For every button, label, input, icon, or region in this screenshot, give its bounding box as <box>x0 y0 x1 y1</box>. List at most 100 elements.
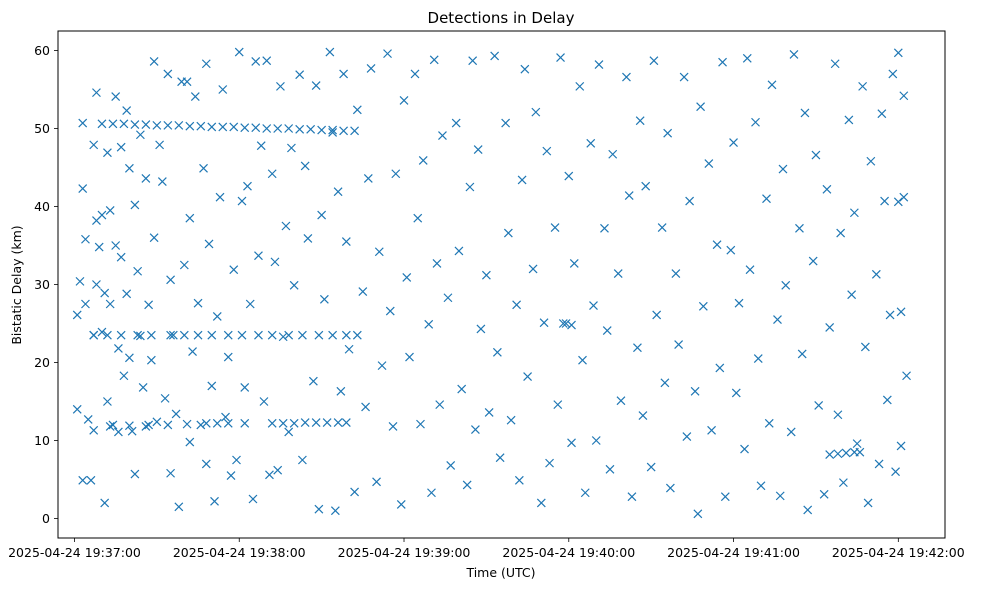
x-tick-label: 2025-04-24 19:37:00 <box>8 545 141 560</box>
data-point <box>427 488 436 498</box>
data-point <box>396 500 406 509</box>
data-point <box>443 293 453 303</box>
data-point <box>254 330 263 340</box>
data-point <box>751 117 760 127</box>
data-point <box>78 475 88 485</box>
data-point <box>116 252 126 262</box>
data-point <box>825 450 835 459</box>
data-point <box>281 221 291 231</box>
data-point <box>503 228 513 238</box>
data-point <box>207 381 217 391</box>
data-point <box>410 69 420 79</box>
data-point <box>704 159 714 169</box>
data-point <box>160 393 170 403</box>
data-point <box>561 319 571 328</box>
data-point <box>119 371 129 381</box>
data-point <box>517 175 527 185</box>
data-point <box>262 56 272 66</box>
data-point <box>372 477 381 487</box>
data-point <box>163 120 173 130</box>
data-point <box>174 120 184 130</box>
data-point <box>874 459 884 469</box>
data-point <box>130 200 140 210</box>
data-point <box>539 318 549 328</box>
data-point <box>352 105 362 115</box>
data-point <box>476 324 486 334</box>
data-point <box>179 330 189 340</box>
data-point <box>833 410 843 420</box>
data-point <box>468 56 478 66</box>
data-point <box>641 181 651 191</box>
data-point <box>237 330 247 340</box>
data-point <box>248 494 258 504</box>
data-point <box>325 47 335 57</box>
data-point <box>141 422 151 431</box>
data-point <box>622 72 631 82</box>
data-point <box>740 444 749 454</box>
x-tick-label: 2025-04-24 19:42:00 <box>832 545 965 560</box>
data-point <box>773 315 782 325</box>
data-point <box>89 140 99 150</box>
data-point <box>141 120 151 130</box>
data-point <box>229 122 239 132</box>
data-point <box>660 378 670 388</box>
data-point <box>196 121 206 131</box>
data-point <box>838 478 848 488</box>
data-point <box>212 312 222 321</box>
data-point <box>470 425 480 435</box>
data-point <box>512 300 522 310</box>
data-point <box>193 298 203 308</box>
data-point <box>127 426 137 436</box>
data-point <box>94 242 104 252</box>
data-point <box>608 149 618 159</box>
data-point <box>531 107 541 117</box>
data-point <box>218 85 228 94</box>
data-point <box>251 123 261 133</box>
data-point <box>201 59 211 69</box>
data-point <box>413 213 423 223</box>
data-point <box>103 330 112 340</box>
data-point <box>135 331 145 341</box>
data-point <box>616 396 626 406</box>
x-axis-label: Time (UTC) <box>465 565 535 580</box>
data-point <box>789 49 799 59</box>
data-point <box>333 187 343 197</box>
data-point <box>693 509 703 519</box>
data-point <box>545 458 554 468</box>
data-point <box>855 447 865 457</box>
data-point <box>350 126 360 136</box>
data-point <box>111 92 121 101</box>
data-point <box>245 299 255 309</box>
data-point <box>594 60 604 69</box>
data-point <box>899 192 909 202</box>
data-point <box>218 122 228 132</box>
data-point <box>210 496 219 506</box>
data-point <box>196 420 206 430</box>
data-point <box>652 310 662 320</box>
data-point <box>317 210 327 220</box>
data-point <box>896 441 906 451</box>
data-point <box>212 418 222 428</box>
data-point <box>550 223 560 232</box>
data-point <box>602 326 612 335</box>
data-point <box>105 299 115 309</box>
y-tick-label: 10 <box>34 433 50 448</box>
data-point <box>179 260 189 270</box>
data-point <box>451 118 461 128</box>
data-point <box>567 438 576 448</box>
data-point <box>130 120 140 130</box>
data-point <box>262 124 272 133</box>
data-point <box>289 418 299 428</box>
data-point <box>501 118 511 128</box>
data-point <box>135 130 145 140</box>
data-point <box>234 47 244 57</box>
data-point <box>207 122 217 132</box>
data-point <box>366 64 376 73</box>
data-point <box>405 352 414 362</box>
data-point <box>803 505 813 515</box>
data-point <box>193 330 203 340</box>
data-point <box>833 449 843 459</box>
data-point <box>330 506 340 516</box>
data-point <box>698 301 708 311</box>
x-tick-label: 2025-04-24 19:41:00 <box>667 545 800 560</box>
